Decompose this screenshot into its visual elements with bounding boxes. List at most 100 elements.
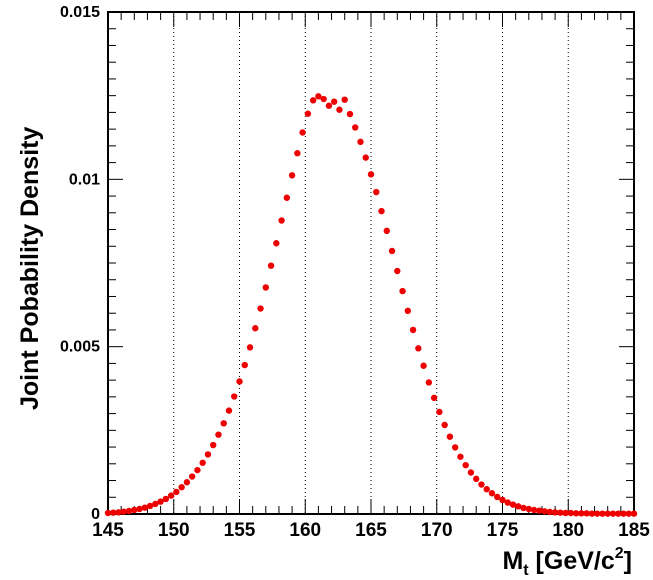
data-point	[125, 507, 133, 515]
x-tick-label: 185	[618, 520, 650, 541]
data-point	[525, 505, 532, 513]
x-tick-label: 165	[355, 520, 387, 541]
data-point	[241, 361, 248, 369]
data-point	[546, 508, 554, 516]
x-tick-label: 170	[421, 520, 453, 541]
y-tick-label: 0.015	[60, 4, 100, 21]
data-point	[588, 510, 596, 517]
data-point	[488, 490, 496, 497]
data-point	[373, 188, 380, 196]
data-point	[236, 378, 243, 385]
data-point	[593, 510, 601, 517]
x-tick-label: 150	[158, 520, 190, 541]
data-point	[609, 510, 617, 517]
data-point	[446, 433, 454, 440]
data-point	[120, 508, 127, 515]
x-axis-title-superscript: 2	[615, 545, 624, 562]
data-point	[115, 509, 122, 516]
data-point	[420, 362, 427, 369]
data-point	[157, 498, 164, 505]
data-point	[441, 421, 448, 429]
axis-ticks	[107, 11, 635, 515]
data-point	[352, 124, 359, 131]
data-point	[278, 217, 285, 224]
data-point	[388, 247, 396, 255]
data-point	[572, 510, 580, 517]
data-point	[173, 488, 180, 496]
data-point	[499, 496, 506, 504]
data-point	[288, 172, 296, 179]
data-point	[473, 475, 480, 483]
x-axis-title-main: M	[502, 547, 523, 575]
data-point	[515, 503, 522, 510]
data-point	[267, 262, 275, 269]
data-point	[557, 509, 564, 516]
data-point	[404, 307, 412, 315]
data-point	[520, 504, 527, 512]
data-point	[430, 394, 438, 402]
data-point	[194, 466, 201, 474]
data-point	[483, 486, 490, 493]
data-point	[562, 509, 569, 517]
data-point	[273, 240, 280, 247]
data-point	[167, 492, 175, 499]
x-tick-label: 160	[289, 520, 321, 541]
data-point	[578, 510, 585, 517]
x-axis-title-units-pre: [GeV/c	[529, 547, 615, 575]
data-point	[183, 479, 191, 486]
data-point	[210, 441, 217, 449]
plot-frame	[107, 11, 635, 515]
y-tick-label: 0.01	[69, 171, 100, 188]
data-point	[252, 325, 259, 332]
x-tick-labels: 145 150 155 160 165 170 175 180 185	[92, 520, 650, 541]
data-point	[394, 267, 401, 275]
data-point	[504, 499, 511, 506]
data-point	[320, 95, 327, 103]
x-tick-label: 145	[92, 520, 124, 541]
data-point	[141, 504, 149, 511]
data-point	[188, 473, 196, 480]
data-point	[457, 453, 464, 460]
data-point	[315, 93, 322, 100]
y-tick-label: 0.005	[60, 339, 100, 356]
data-point	[462, 461, 469, 469]
data-point	[341, 96, 348, 103]
data-point	[604, 510, 611, 517]
data-point	[567, 509, 575, 517]
data-point	[541, 508, 548, 515]
data-point	[304, 110, 312, 117]
data-point	[325, 102, 333, 109]
data-point	[178, 484, 185, 491]
data-point	[399, 287, 406, 295]
x-tick-label: 180	[552, 520, 584, 541]
data-point	[551, 509, 559, 516]
data-point	[451, 444, 459, 451]
data-point	[246, 344, 254, 351]
x-axis-title-subscript: t	[523, 562, 529, 579]
data-point	[583, 510, 590, 517]
data-point	[136, 505, 143, 513]
y-tick-label: 0	[91, 506, 100, 523]
data-point	[409, 326, 417, 334]
data-point	[425, 379, 433, 386]
data-point	[231, 393, 238, 400]
data-point	[330, 98, 338, 105]
data-point	[131, 506, 138, 514]
data-point	[436, 408, 443, 416]
data-point	[346, 110, 354, 118]
data-point	[199, 459, 206, 466]
data-point	[630, 510, 638, 517]
x-tick-label: 175	[487, 520, 519, 541]
data-point	[357, 138, 364, 146]
data-point	[104, 509, 112, 517]
data-point	[620, 510, 627, 517]
data-point	[283, 194, 291, 201]
data-point	[146, 502, 154, 510]
data-point	[599, 510, 606, 517]
x-axis-title-units-post: ]	[624, 547, 632, 575]
data-point	[467, 469, 475, 476]
data-point	[294, 150, 301, 157]
data-point	[362, 154, 369, 161]
data-point	[378, 207, 385, 215]
